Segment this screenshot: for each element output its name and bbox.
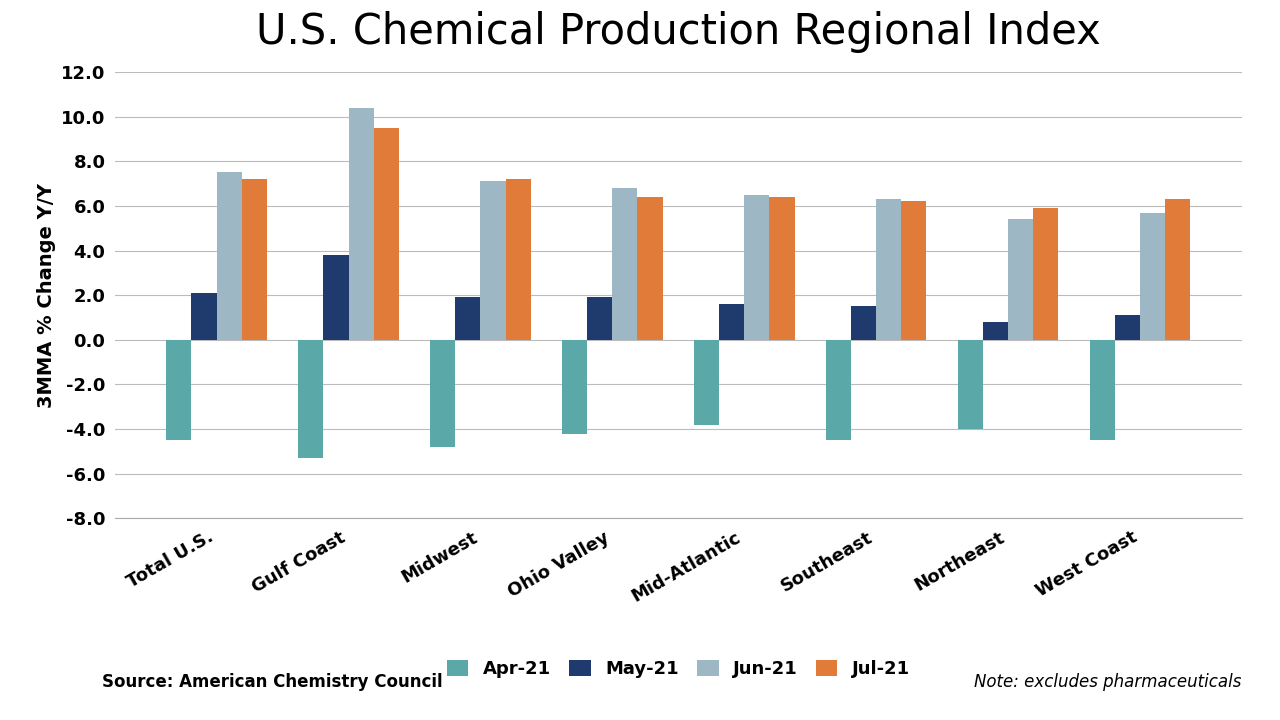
Bar bbox=[637, 197, 663, 340]
Bar bbox=[216, 172, 242, 340]
Bar bbox=[430, 340, 456, 447]
Bar bbox=[1115, 315, 1140, 340]
Bar bbox=[242, 179, 266, 340]
Bar bbox=[480, 181, 506, 340]
Text: Note: excludes pharmaceuticals: Note: excludes pharmaceuticals bbox=[974, 673, 1242, 691]
Bar bbox=[374, 127, 398, 340]
Bar bbox=[1140, 212, 1165, 340]
Bar bbox=[588, 297, 612, 340]
Bar bbox=[1009, 220, 1033, 340]
Text: Source: American Chemistry Council: Source: American Chemistry Council bbox=[102, 673, 443, 691]
Bar bbox=[901, 202, 927, 340]
Bar bbox=[851, 306, 877, 340]
Bar bbox=[298, 340, 324, 458]
Bar bbox=[456, 297, 480, 340]
Bar bbox=[192, 293, 216, 340]
Bar bbox=[877, 199, 901, 340]
Bar bbox=[983, 322, 1009, 340]
Bar bbox=[612, 188, 637, 340]
Bar bbox=[1091, 340, 1115, 440]
Bar bbox=[1165, 199, 1190, 340]
Bar bbox=[324, 255, 348, 340]
Bar bbox=[694, 340, 719, 425]
Title: U.S. Chemical Production Regional Index: U.S. Chemical Production Regional Index bbox=[256, 12, 1101, 53]
Legend: Apr-21, May-21, Jun-21, Jul-21: Apr-21, May-21, Jun-21, Jul-21 bbox=[439, 652, 918, 685]
Bar bbox=[166, 340, 192, 440]
Y-axis label: 3MMA % Change Y/Y: 3MMA % Change Y/Y bbox=[37, 183, 55, 408]
Bar bbox=[348, 108, 374, 340]
Bar bbox=[1033, 208, 1059, 340]
Bar bbox=[506, 179, 531, 340]
Bar bbox=[719, 304, 745, 340]
Bar bbox=[826, 340, 851, 440]
Bar bbox=[959, 340, 983, 429]
Bar bbox=[562, 340, 588, 433]
Bar bbox=[745, 194, 769, 340]
Bar bbox=[769, 197, 795, 340]
